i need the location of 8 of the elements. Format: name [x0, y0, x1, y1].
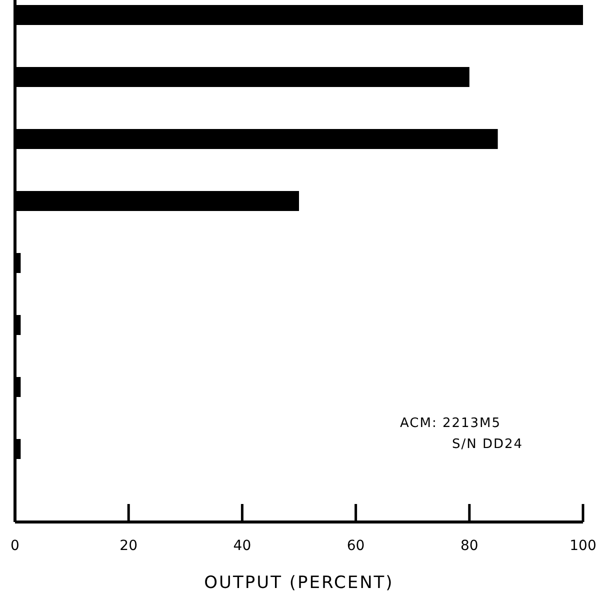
x-axis-title: OUTPUT (PERCENT) [204, 573, 394, 593]
x-tick-label: 0 [10, 538, 20, 554]
annotation: ACM: 2213M5 S/N DD24 [400, 416, 524, 452]
x-tick-label: 100 [570, 538, 596, 554]
x-tick-label: 80 [460, 538, 478, 554]
x-tick-label: 20 [120, 538, 138, 554]
x-tick-label: 60 [346, 538, 365, 554]
x-tick-label: 40 [233, 538, 252, 554]
